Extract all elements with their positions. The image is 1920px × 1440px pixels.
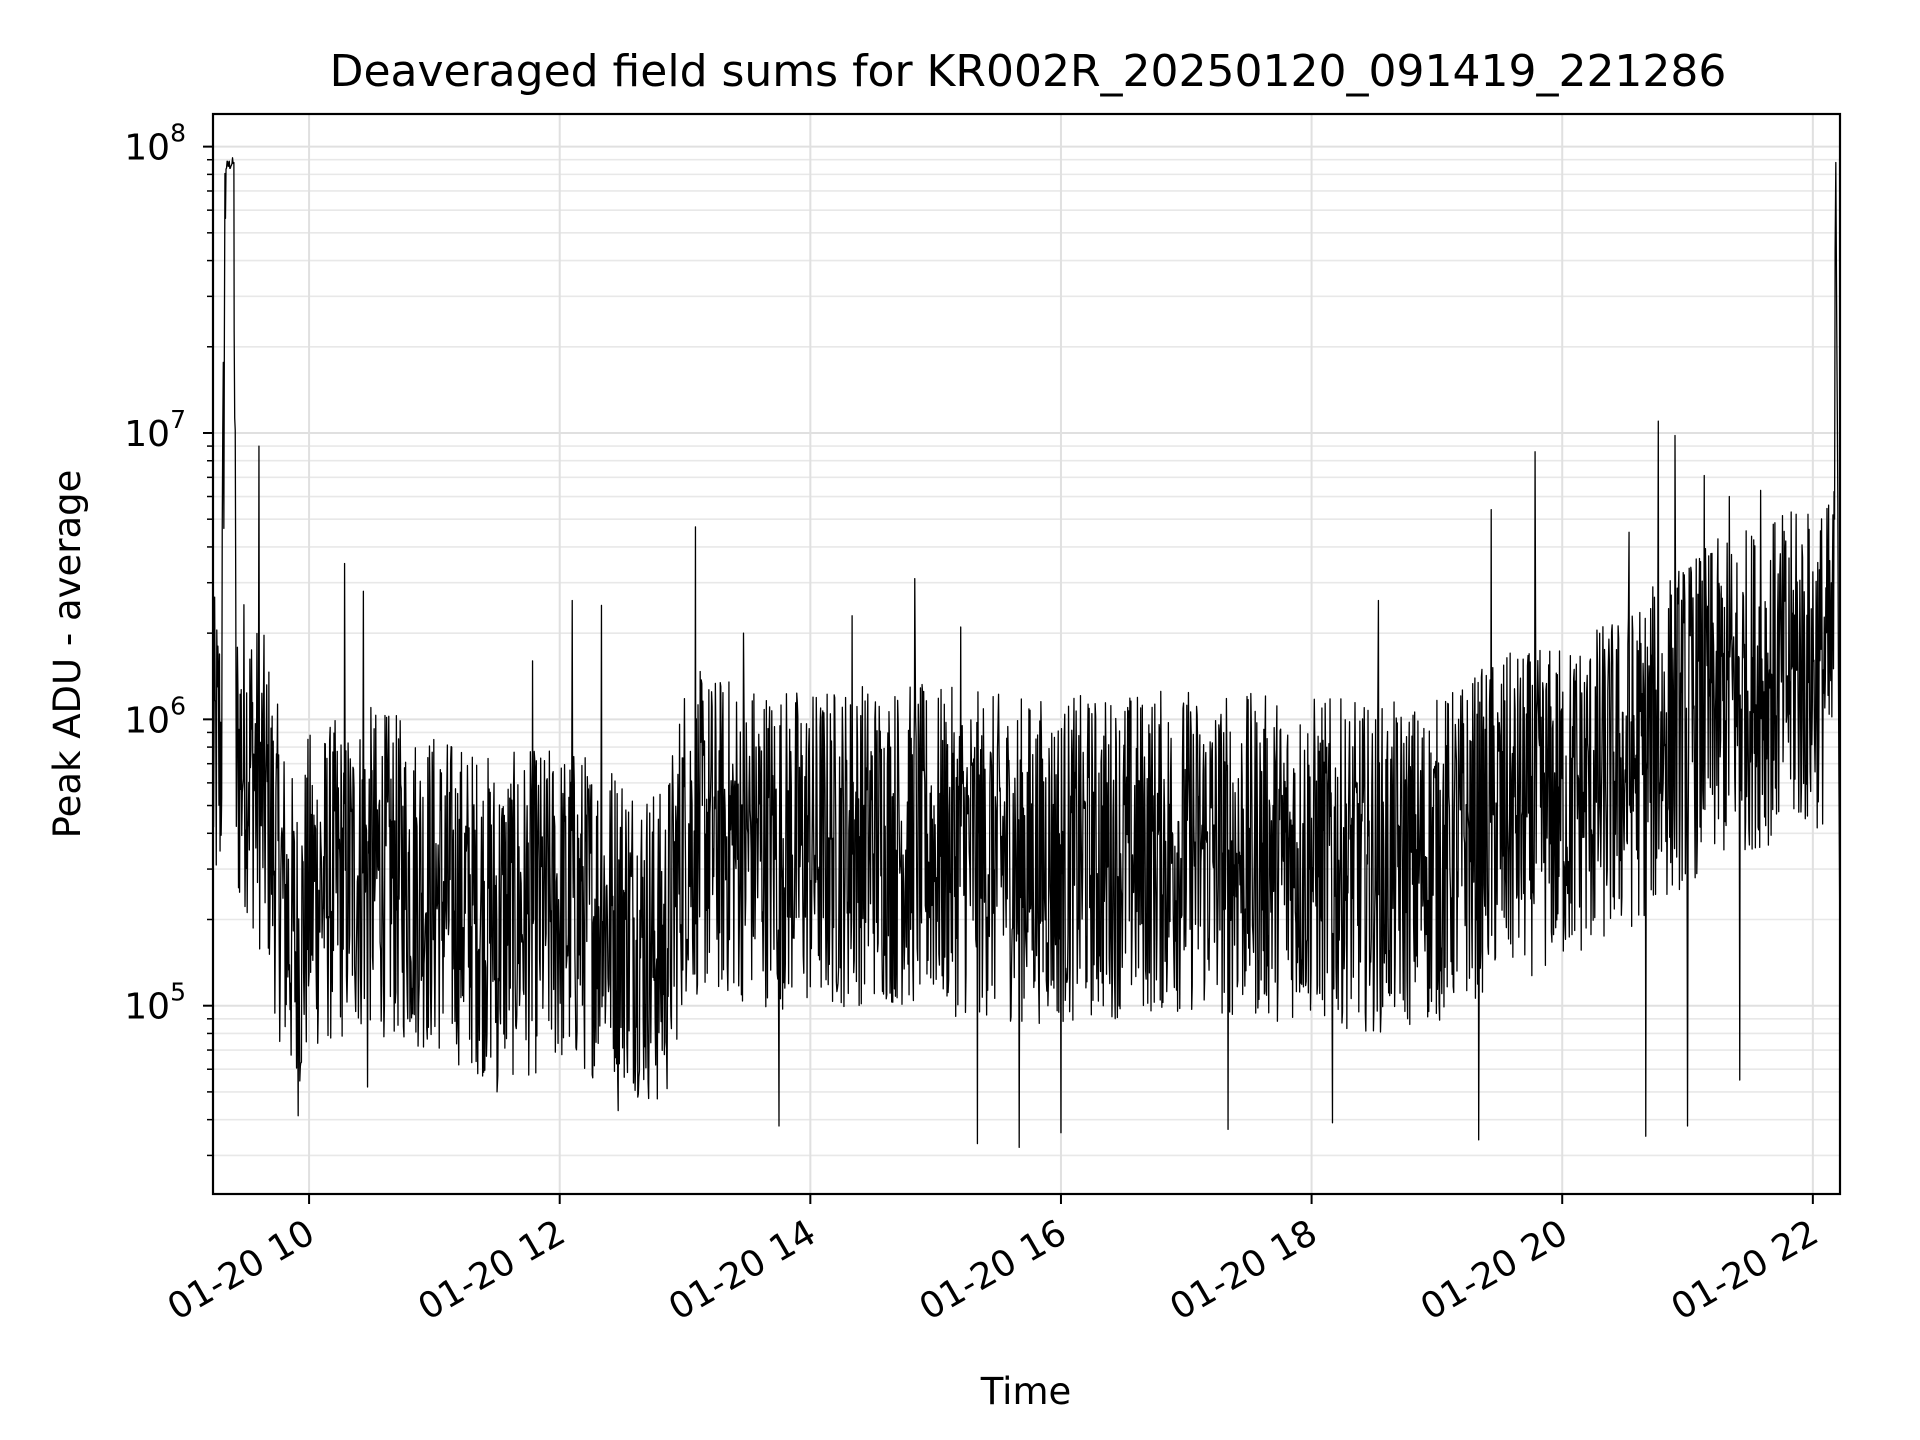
y-tick-label: 105 <box>124 978 186 1028</box>
x-tick-label: 01-20 22 <box>1665 1212 1826 1328</box>
y-tick-label: 108 <box>124 119 186 169</box>
y-tick-label: 107 <box>124 405 186 455</box>
chart-title: Deaveraged field sums for KR002R_2025012… <box>330 46 1727 97</box>
x-axis-label: Time <box>980 1370 1072 1413</box>
series-layer <box>212 157 1841 1149</box>
x-tick-label: 01-20 10 <box>161 1212 322 1328</box>
plot-frame <box>211 112 1842 1196</box>
x-tick-label: 01-20 16 <box>913 1212 1074 1328</box>
y-tick-label: 106 <box>124 691 186 741</box>
x-tick-label: 01-20 14 <box>662 1212 823 1328</box>
x-tick-label: 01-20 18 <box>1163 1212 1324 1328</box>
x-tick-label: 01-20 12 <box>412 1212 573 1328</box>
series-line <box>212 157 1841 1149</box>
x-tick-label: 01-20 20 <box>1414 1212 1575 1328</box>
y-axis-label: Peak ADU - average <box>46 470 89 839</box>
